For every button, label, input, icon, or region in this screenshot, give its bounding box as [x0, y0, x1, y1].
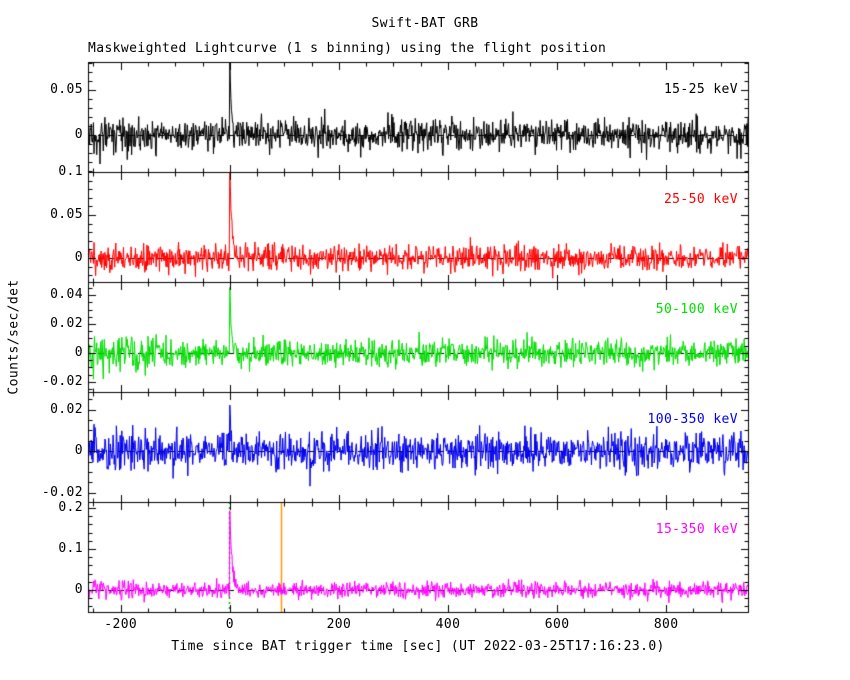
y-tick-label: -0.02 [41, 373, 83, 389]
y-tick-label: 0 [74, 344, 83, 360]
x-axis-label: Time since BAT trigger time [sec] (UT 20… [171, 639, 665, 654]
y-tick-label: 0.02 [50, 315, 83, 331]
panel-energy-label: 50-100 keV [655, 302, 738, 317]
y-tick-label: -0.02 [41, 484, 83, 500]
y-tick-label: 0.05 [50, 206, 83, 222]
figure-title: Swift-BAT GRB [371, 16, 479, 31]
y-tick-label: 0 [74, 581, 83, 597]
y-tick-label: 0 [74, 443, 83, 459]
figure-subtitle: Maskweighted Lightcurve (1 s binning) us… [88, 41, 607, 56]
y-tick-label: 0 [74, 249, 83, 265]
y-tick-label: 0.05 [50, 81, 83, 97]
x-tick-label: 0 [225, 617, 234, 632]
x-tick-label: 600 [544, 617, 570, 632]
panel-energy-label: 25-50 keV [663, 192, 738, 207]
x-tick-label: -200 [104, 617, 138, 632]
panel-energy-label: 15-350 keV [655, 522, 738, 537]
y-tick-label: 0.02 [50, 401, 83, 417]
x-tick-label: 400 [435, 617, 461, 632]
x-tick-label: 200 [326, 617, 352, 632]
y-tick-label: 0.04 [50, 287, 83, 303]
panel-energy-label: 15-25 keV [663, 82, 738, 97]
y-tick-label: 0.2 [58, 500, 83, 516]
y-tick-label: 0 [74, 127, 83, 143]
y-tick-label: 0.1 [58, 164, 83, 179]
panel-energy-label: 100-350 keV [647, 412, 738, 427]
x-tick-label: 800 [653, 617, 679, 632]
y-tick-label: 0.1 [58, 541, 83, 557]
